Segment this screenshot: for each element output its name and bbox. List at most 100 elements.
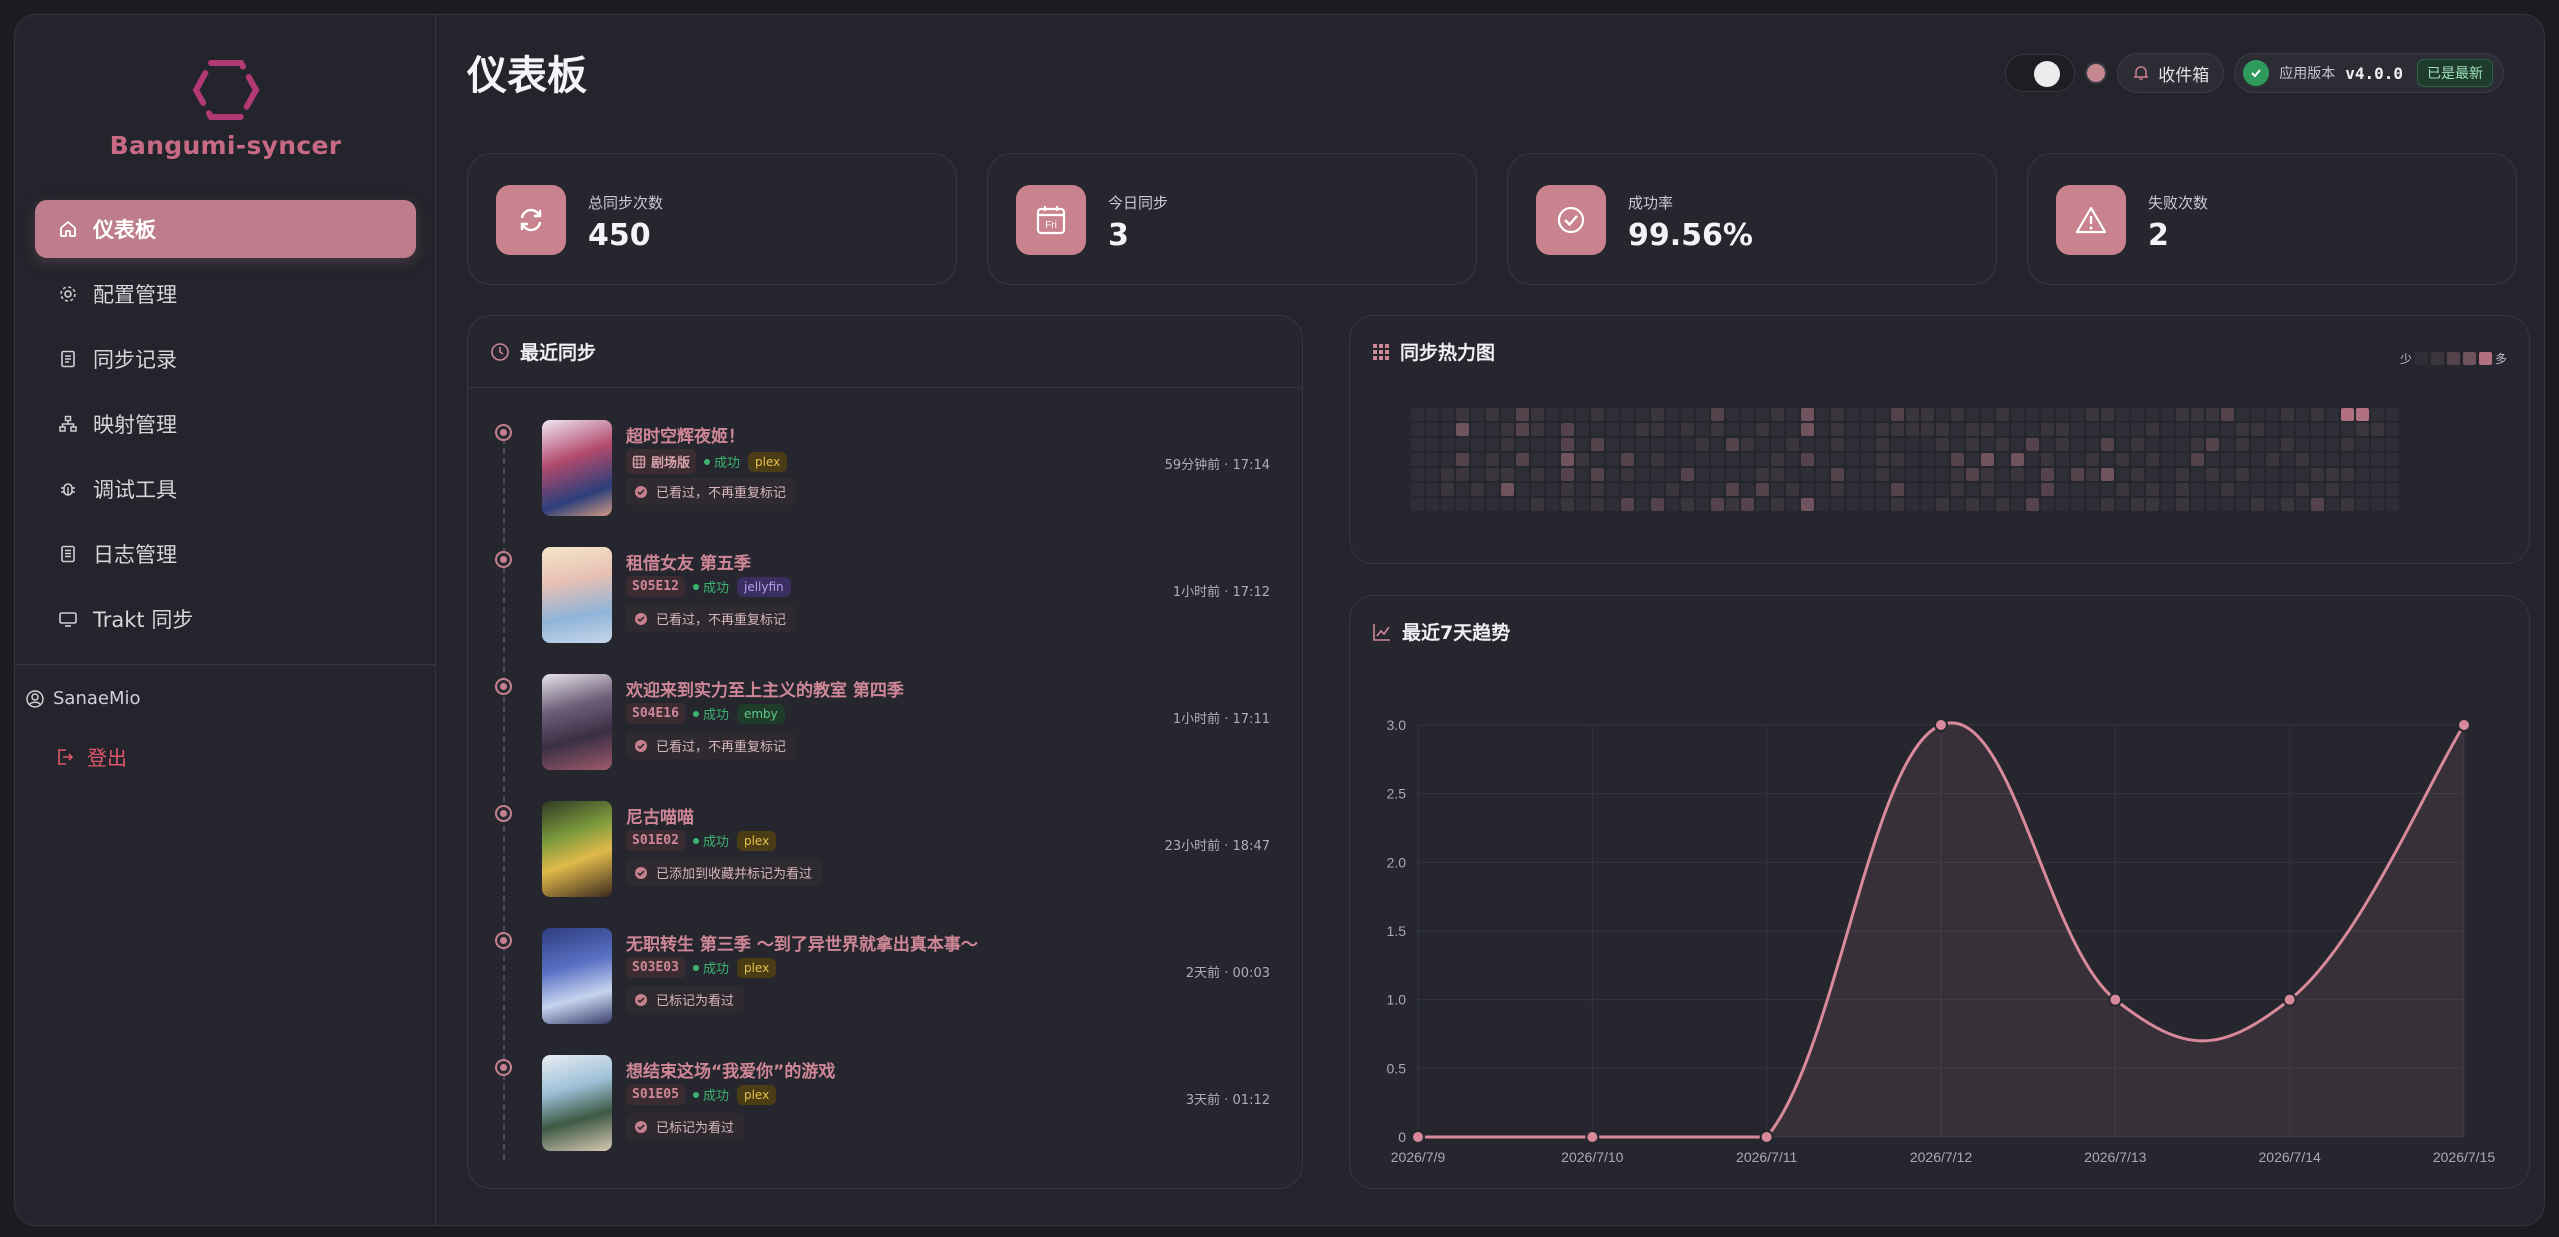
heatmap-cell[interactable] — [1816, 468, 1829, 481]
heatmap-cell[interactable] — [1696, 408, 1709, 421]
data-point[interactable] — [1934, 718, 1948, 732]
heatmap-cell[interactable] — [2356, 468, 2369, 481]
heatmap-cell[interactable] — [2161, 498, 2174, 511]
heatmap-cell[interactable] — [1501, 498, 1514, 511]
heatmap-cell[interactable] — [2281, 453, 2294, 466]
heatmap-cell[interactable] — [2221, 468, 2234, 481]
heatmap-cell[interactable] — [1441, 423, 1454, 436]
heatmap-cell[interactable] — [2386, 498, 2399, 511]
entry-title[interactable]: 想结束这场“我爱你”的游戏 — [626, 1062, 836, 1082]
sync-entry[interactable]: 超时空辉夜姬！ 剧场版 成功 plex 已看过，不再重复标记 59分钟前 · 1… — [468, 420, 1302, 530]
heatmap-cell[interactable] — [1666, 408, 1679, 421]
heatmap-cell[interactable] — [1456, 468, 1469, 481]
heatmap-cell[interactable] — [1456, 438, 1469, 451]
heatmap-cell[interactable] — [1591, 468, 1604, 481]
heatmap-cell[interactable] — [1846, 453, 1859, 466]
heatmap-cell[interactable] — [2191, 498, 2204, 511]
heatmap-cell[interactable] — [1846, 423, 1859, 436]
heatmap-cell[interactable] — [2311, 408, 2324, 421]
heatmap-cell[interactable] — [1846, 438, 1859, 451]
heatmap-cell[interactable] — [1711, 438, 1724, 451]
heatmap-cell[interactable] — [2356, 423, 2369, 436]
heatmap-cell[interactable] — [2116, 468, 2129, 481]
heatmap-cell[interactable] — [1981, 408, 1994, 421]
heatmap-cell[interactable] — [2221, 498, 2234, 511]
heatmap-cell[interactable] — [2056, 423, 2069, 436]
heatmap-cell[interactable] — [1666, 498, 1679, 511]
heatmap-cell[interactable] — [2311, 468, 2324, 481]
heatmap-cell[interactable] — [1771, 408, 1784, 421]
heatmap-cell[interactable] — [1891, 438, 1904, 451]
heatmap-cell[interactable] — [2056, 468, 2069, 481]
heatmap-cell[interactable] — [1726, 423, 1739, 436]
heatmap-cell[interactable] — [2311, 438, 2324, 451]
heatmap-cell[interactable] — [1966, 423, 1979, 436]
heatmap-cell[interactable] — [1666, 438, 1679, 451]
heatmap-cell[interactable] — [2146, 408, 2159, 421]
heatmap-cell[interactable] — [2041, 423, 2054, 436]
heatmap-cell[interactable] — [1891, 483, 1904, 496]
heatmap-cell[interactable] — [1816, 423, 1829, 436]
heatmap-cell[interactable] — [2341, 423, 2354, 436]
heatmap-cell[interactable] — [1966, 483, 1979, 496]
heatmap-cell[interactable] — [1876, 423, 1889, 436]
heatmap-cell[interactable] — [1591, 438, 1604, 451]
heatmap-cell[interactable] — [2191, 423, 2204, 436]
heatmap-cell[interactable] — [1441, 483, 1454, 496]
heatmap-cell[interactable] — [2296, 423, 2309, 436]
heatmap-cell[interactable] — [1456, 408, 1469, 421]
heatmap-cell[interactable] — [1651, 453, 1664, 466]
heatmap-cell[interactable] — [1756, 408, 1769, 421]
heatmap-cell[interactable] — [2206, 423, 2219, 436]
heatmap-cell[interactable] — [2146, 483, 2159, 496]
data-point[interactable] — [2282, 992, 2297, 1007]
data-point[interactable] — [1411, 1130, 1425, 1144]
heatmap-cell[interactable] — [1591, 453, 1604, 466]
heatmap-cell[interactable] — [2296, 498, 2309, 511]
heatmap-cell[interactable] — [2356, 453, 2369, 466]
heatmap-cell[interactable] — [2086, 438, 2099, 451]
heatmap-cell[interactable] — [2251, 468, 2264, 481]
heatmap-cell[interactable] — [1516, 408, 1529, 421]
heatmap-cell[interactable] — [2026, 498, 2039, 511]
heatmap-cell[interactable] — [1756, 453, 1769, 466]
heatmap-cell[interactable] — [1711, 483, 1724, 496]
heatmap-cell[interactable] — [1936, 468, 1949, 481]
heatmap-cell[interactable] — [1951, 498, 1964, 511]
heatmap-cell[interactable] — [2191, 438, 2204, 451]
heatmap-cell[interactable] — [2161, 438, 2174, 451]
heatmap-cell[interactable] — [1606, 483, 1619, 496]
heatmap-cell[interactable] — [2311, 453, 2324, 466]
heatmap-cell[interactable] — [2341, 498, 2354, 511]
heatmap-cell[interactable] — [2386, 468, 2399, 481]
heatmap-cell[interactable] — [1426, 468, 1439, 481]
heatmap-cell[interactable] — [1846, 483, 1859, 496]
inbox-button[interactable]: 收件箱 — [2117, 53, 2225, 93]
heatmap-cell[interactable] — [1486, 468, 1499, 481]
heatmap-cell[interactable] — [1861, 438, 1874, 451]
heatmap-cell[interactable] — [1921, 408, 1934, 421]
heatmap-cell[interactable] — [2386, 423, 2399, 436]
heatmap-cell[interactable] — [2236, 453, 2249, 466]
heatmap-cell[interactable] — [1726, 453, 1739, 466]
heatmap-cell[interactable] — [1726, 408, 1739, 421]
heatmap-cell[interactable] — [2266, 423, 2279, 436]
heatmap-cell[interactable] — [2371, 453, 2384, 466]
heatmap-cell[interactable] — [1861, 423, 1874, 436]
heatmap-cell[interactable] — [1441, 438, 1454, 451]
heatmap-cell[interactable] — [2296, 468, 2309, 481]
heatmap-cell[interactable] — [2161, 453, 2174, 466]
heatmap-cell[interactable] — [1951, 468, 1964, 481]
heatmap-cell[interactable] — [1441, 498, 1454, 511]
heatmap-cell[interactable] — [1531, 468, 1544, 481]
heatmap-cell[interactable] — [2176, 498, 2189, 511]
heatmap-cell[interactable] — [2341, 468, 2354, 481]
sidebar-item-trakt[interactable]: Trakt 同步 — [35, 590, 416, 648]
heatmap-cell[interactable] — [1756, 423, 1769, 436]
heatmap-cell[interactable] — [1876, 483, 1889, 496]
heatmap-cell[interactable] — [2236, 438, 2249, 451]
heatmap-cell[interactable] — [1996, 423, 2009, 436]
heatmap-cell[interactable] — [1531, 408, 1544, 421]
sync-entry[interactable]: 租借女友 第五季 S05E12 成功 jellyfin 已看过，不再重复标记 1… — [468, 547, 1302, 657]
heatmap-cell[interactable] — [1951, 453, 1964, 466]
